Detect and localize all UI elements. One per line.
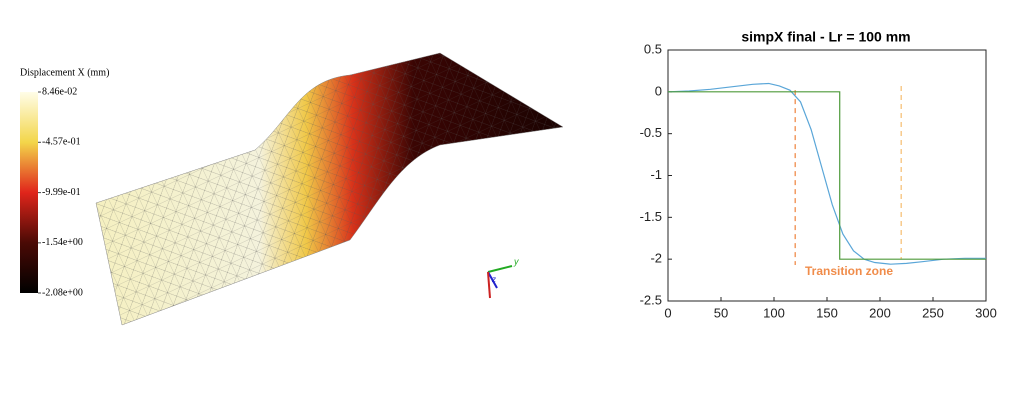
colorbar-label: -1.54e+00 <box>42 237 83 248</box>
triad-label: y <box>513 256 519 266</box>
x-tick-label: 0 <box>664 305 671 320</box>
y-tick-label: -0.5 <box>640 125 662 140</box>
x-tick-label: 200 <box>869 305 891 320</box>
mesh-grid <box>96 53 563 325</box>
y-tick-label: -2 <box>650 251 662 266</box>
colorbar-label: -2.08e+00 <box>42 287 83 298</box>
annotation: Transition zone <box>805 264 893 278</box>
x-tick-label: 250 <box>922 305 944 320</box>
data-line <box>667 82 986 265</box>
colorbar-label: 8.46e-02 <box>42 86 77 97</box>
triad-y <box>487 265 513 273</box>
colorbar <box>20 92 38 293</box>
colorbar-label: -9.99e-01 <box>42 187 81 198</box>
y-tick-label: 0 <box>655 83 662 98</box>
mesh-view: y z Displacement X (mm) <box>20 52 564 326</box>
y-tick-label: -1.5 <box>640 209 662 224</box>
triad-z <box>487 271 498 289</box>
colorbar-title: Displacement X (mm) <box>20 67 109 78</box>
x-tick-label: 100 <box>763 305 785 320</box>
y-tick-label: -2.5 <box>640 292 662 307</box>
colorbar-label: -4.57e-01 <box>42 137 81 148</box>
x-tick-label: 300 <box>975 305 997 320</box>
y-tick-label: -1 <box>650 167 662 182</box>
x-tick-label: 150 <box>816 305 838 320</box>
x-tick-label: 50 <box>714 305 728 320</box>
triad-label: z <box>491 275 496 284</box>
chart-title: simpX final - Lr = 100 mm <box>741 29 910 45</box>
triad-x <box>487 271 491 299</box>
y-tick-label: 0.5 <box>644 41 662 56</box>
data-line <box>668 91 986 260</box>
